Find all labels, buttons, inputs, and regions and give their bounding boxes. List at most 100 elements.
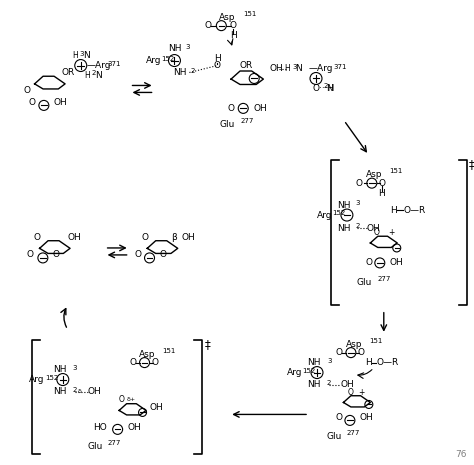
Text: ‡: ‡ <box>468 158 474 171</box>
Text: 277: 277 <box>108 440 121 446</box>
Text: OH: OH <box>68 233 82 242</box>
Text: 151: 151 <box>163 348 176 354</box>
Text: N: N <box>295 64 302 73</box>
Text: OH: OH <box>253 104 267 113</box>
Text: NH: NH <box>337 200 351 210</box>
Text: O: O <box>348 388 354 397</box>
Text: 152: 152 <box>302 367 315 373</box>
Text: O: O <box>23 86 30 95</box>
Text: H: H <box>72 51 78 60</box>
Text: 2: 2 <box>356 223 360 229</box>
Text: NH: NH <box>337 224 351 232</box>
Text: OH: OH <box>360 413 374 422</box>
Text: —Arg: —Arg <box>309 64 334 73</box>
Text: H: H <box>391 206 397 214</box>
Text: 2: 2 <box>191 67 195 73</box>
Text: 152: 152 <box>332 210 345 216</box>
Text: O: O <box>33 233 40 242</box>
Text: O: O <box>118 395 125 404</box>
Text: O: O <box>28 98 36 107</box>
Text: OH: OH <box>128 423 141 432</box>
Text: N: N <box>95 71 101 80</box>
Text: O: O <box>336 413 342 422</box>
Text: NH: NH <box>53 387 66 396</box>
Text: 2: 2 <box>324 83 328 89</box>
Text: OH: OH <box>149 403 163 412</box>
Text: OR: OR <box>239 61 253 70</box>
Text: O: O <box>356 179 362 188</box>
Text: Glu: Glu <box>356 278 372 287</box>
Text: O: O <box>159 251 166 259</box>
Text: 152: 152 <box>162 55 175 61</box>
Text: NH: NH <box>307 358 321 367</box>
Text: OH: OH <box>269 64 283 73</box>
Text: 76: 76 <box>455 450 466 459</box>
Text: NH: NH <box>53 365 66 374</box>
Text: OH: OH <box>341 380 355 389</box>
Text: 2: 2 <box>73 386 77 392</box>
Text: 3: 3 <box>356 200 360 206</box>
Text: O: O <box>228 104 235 113</box>
Text: O: O <box>53 251 60 259</box>
Text: 152: 152 <box>45 374 58 380</box>
Text: O: O <box>205 21 212 30</box>
Text: 151: 151 <box>389 168 402 174</box>
Text: Arg: Arg <box>146 56 162 65</box>
Text: 277: 277 <box>378 276 391 282</box>
Text: HO: HO <box>93 423 107 432</box>
Text: O: O <box>378 179 385 188</box>
Text: H: H <box>284 64 290 73</box>
Text: 277: 277 <box>240 119 254 124</box>
Text: H: H <box>365 358 372 367</box>
Text: Glu: Glu <box>219 120 235 129</box>
Text: 3: 3 <box>292 64 297 70</box>
Text: N: N <box>326 84 333 93</box>
Text: O: O <box>129 358 136 367</box>
Text: 277: 277 <box>347 431 360 436</box>
Text: 3: 3 <box>327 358 331 364</box>
Text: ‡: ‡ <box>204 338 210 351</box>
Text: NH: NH <box>173 68 186 77</box>
Text: O: O <box>357 348 365 357</box>
Text: O: O <box>141 233 148 242</box>
Text: 151: 151 <box>369 338 382 344</box>
Text: O: O <box>134 251 141 259</box>
Text: Asp: Asp <box>365 170 382 179</box>
Text: β: β <box>172 233 177 242</box>
Text: 371: 371 <box>108 60 121 66</box>
Text: O—R: O—R <box>377 358 399 367</box>
Text: O: O <box>230 21 237 30</box>
Text: H: H <box>230 31 237 40</box>
Text: NH: NH <box>168 44 181 53</box>
Text: δ: δ <box>78 389 82 394</box>
Text: OH: OH <box>88 387 101 396</box>
Text: 3: 3 <box>80 51 84 57</box>
Text: O: O <box>27 251 33 259</box>
Text: Glu: Glu <box>326 432 342 441</box>
Text: O: O <box>374 227 380 237</box>
Text: H: H <box>214 54 221 63</box>
Text: Asp: Asp <box>219 13 236 22</box>
Text: OH: OH <box>367 224 381 232</box>
Text: 3: 3 <box>73 365 77 371</box>
Text: +: + <box>389 227 395 237</box>
Text: δ+: δ+ <box>127 397 136 402</box>
Text: 151: 151 <box>243 11 256 17</box>
Text: 371: 371 <box>333 64 346 70</box>
Text: OH: OH <box>54 98 68 107</box>
Text: Arg: Arg <box>287 368 302 377</box>
Text: Arg: Arg <box>317 211 332 219</box>
Text: O···H: O···H <box>312 84 334 93</box>
Text: OH: OH <box>182 233 195 242</box>
Text: 3: 3 <box>185 44 190 50</box>
Text: O: O <box>365 259 373 267</box>
Text: Asp: Asp <box>346 339 362 349</box>
Text: H: H <box>84 71 90 80</box>
Text: N: N <box>83 51 90 60</box>
Text: Glu: Glu <box>87 442 102 452</box>
Text: +: + <box>359 388 365 397</box>
Text: NH: NH <box>307 380 321 389</box>
Text: —Arg: —Arg <box>87 61 111 70</box>
Text: OR: OR <box>62 68 75 77</box>
Text: H: H <box>378 189 385 198</box>
